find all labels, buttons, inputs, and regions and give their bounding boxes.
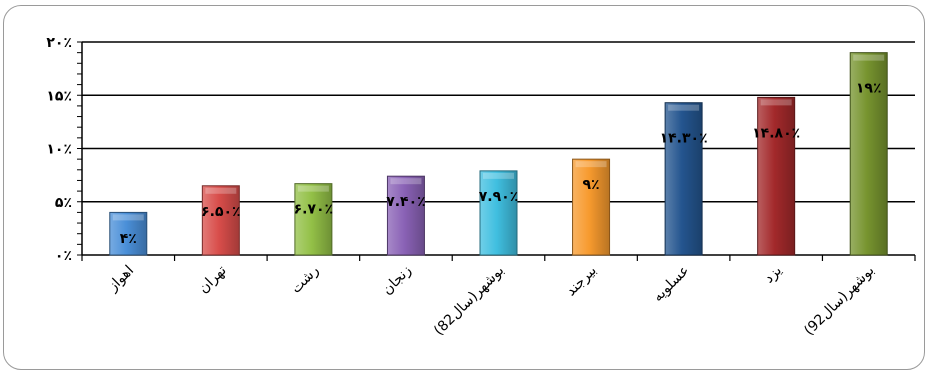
- bar: [294, 183, 333, 256]
- bar-highlight: [390, 178, 422, 185]
- bar: [109, 211, 148, 256]
- x-tick-label: بوشهر(سال92): [801, 263, 877, 339]
- bar-highlight: [297, 185, 329, 192]
- data-label: ۷.۹۰٪: [479, 189, 519, 205]
- bars: [109, 52, 888, 256]
- bar-highlight: [853, 54, 885, 61]
- x-tick-label: تهران: [196, 262, 230, 296]
- labels: ۰٪ ۵٪ ۱۰٪ ۱۵٪ ۲۰٪ ۴٪ اهواز ۶.۵۰٪ تهران ۶.۷۰٪ رشت ۷.…: [46, 35, 881, 339]
- bar: [201, 185, 240, 256]
- x-tick-label: رشت: [288, 263, 322, 297]
- x-tick-label: بیرجند: [563, 263, 600, 300]
- bar-highlight: [575, 161, 607, 168]
- data-label: ۴٪: [120, 231, 137, 247]
- bar: [849, 52, 888, 256]
- y-tick-label: ۲۰٪: [46, 35, 72, 51]
- bar-highlight: [483, 172, 514, 179]
- data-label: ۶.۵۰٪: [201, 204, 241, 220]
- x-tick-label: یزد: [761, 262, 785, 286]
- data-label: ۷.۴۰٪: [386, 194, 426, 210]
- bar: [757, 96, 796, 256]
- data-label: ۶.۷۰٪: [294, 202, 334, 218]
- bar: [479, 170, 518, 256]
- y-tick-label: ۵٪: [55, 195, 72, 211]
- x-tick-label: اهواز: [104, 263, 137, 296]
- bar: [386, 175, 425, 256]
- x-tick-label: زنجان: [379, 263, 415, 299]
- bar: [572, 158, 611, 256]
- bar-highlight: [760, 99, 792, 106]
- bar: [664, 102, 703, 256]
- y-tick-label: ۱۰٪: [46, 142, 72, 158]
- bar-highlight: [668, 104, 700, 111]
- data-label: ۹٪: [583, 177, 600, 193]
- x-tick-label: بوشهر(سال82): [431, 263, 507, 339]
- bar-highlight: [112, 214, 144, 221]
- y-tick-label: ۱۵٪: [46, 88, 72, 104]
- x-tick-label: عسلویه: [650, 263, 693, 306]
- data-label: ۱۴.۳۰٪: [660, 131, 708, 147]
- data-label: ۱۴.۸۰٪: [752, 125, 800, 141]
- bar-highlight: [205, 187, 237, 194]
- y-tick-label: ۰٪: [55, 248, 72, 264]
- data-label: ۱۹٪: [856, 81, 882, 97]
